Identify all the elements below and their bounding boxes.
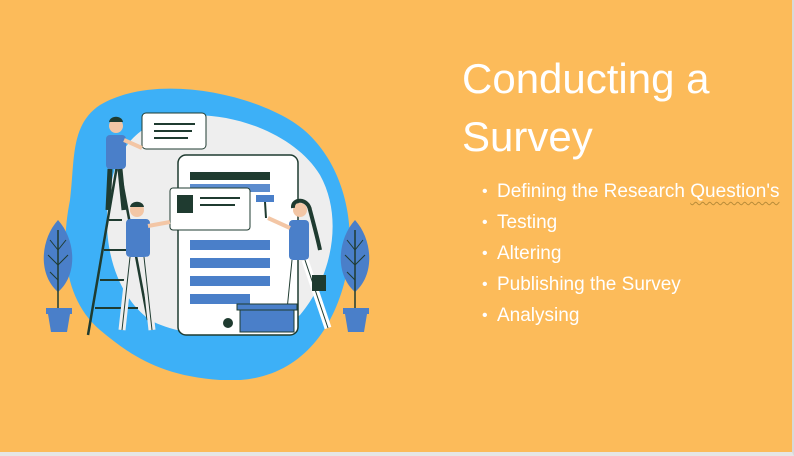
bullet-item-altering: Altering bbox=[482, 238, 782, 269]
bullet-item-testing: Testing bbox=[482, 207, 782, 238]
bullet-item-analysing: Analysing bbox=[482, 300, 782, 331]
bullet-item-research-question: Defining the Research Question's bbox=[482, 176, 782, 207]
spellcheck-flagged-word: Question's bbox=[690, 181, 780, 202]
bullet-item-publishing: Publishing the Survey bbox=[482, 269, 782, 300]
paint-box-icon bbox=[236, 303, 298, 333]
slide-title: Conducting a Survey bbox=[462, 55, 710, 160]
person-on-ladder-icon bbox=[105, 116, 143, 211]
left-plant-icon bbox=[43, 220, 73, 332]
bullet-list: Defining the Research Question's Testing… bbox=[482, 176, 782, 331]
speech-bubble-icon bbox=[141, 112, 207, 150]
survey-people-illustration-icon bbox=[43, 88, 370, 380]
person-right-icon bbox=[256, 195, 332, 331]
right-plant-icon bbox=[340, 220, 370, 332]
person-middle-icon bbox=[118, 201, 171, 331]
bullet-text: Defining the Research bbox=[497, 181, 691, 202]
form-card-icon bbox=[169, 187, 251, 231]
